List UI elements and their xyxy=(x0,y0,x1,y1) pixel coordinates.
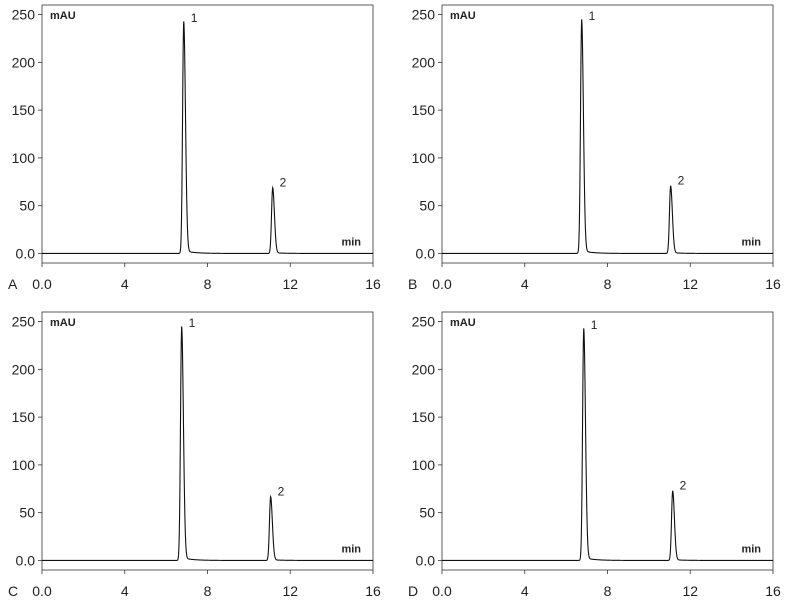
y-tick-label: 100 xyxy=(12,457,36,473)
x-axis-label: min xyxy=(741,236,761,248)
panel-label: A xyxy=(8,276,18,292)
x-tick-label: 12 xyxy=(682,583,698,599)
x-tick-label: 4 xyxy=(521,583,529,599)
y-tick-label: 150 xyxy=(12,409,36,425)
y-tick-label: 0.0 xyxy=(416,245,436,261)
x-tick-label: 0.0 xyxy=(32,583,52,599)
y-tick-label: 150 xyxy=(412,409,436,425)
x-tick-label: 8 xyxy=(204,583,212,599)
y-tick-label: 200 xyxy=(412,361,436,377)
x-axis-label: min xyxy=(341,543,361,555)
x-tick-label: 0.0 xyxy=(432,583,452,599)
x-tick-label: 16 xyxy=(365,276,381,292)
x-tick-label: 0.0 xyxy=(32,276,52,292)
x-axis-label: min xyxy=(341,236,361,248)
y-tick-label: 100 xyxy=(12,150,36,166)
chromatogram-trace xyxy=(442,328,773,561)
panel-label: B xyxy=(408,276,417,292)
y-axis-label: mAU xyxy=(50,317,76,329)
x-tick-label: 8 xyxy=(604,583,612,599)
y-tick-label: 0.0 xyxy=(416,552,436,568)
y-tick-label: 200 xyxy=(412,54,436,70)
x-tick-label: 8 xyxy=(204,276,212,292)
x-axis-label: min xyxy=(741,543,761,555)
x-tick-label: 12 xyxy=(282,276,298,292)
y-tick-label: 100 xyxy=(412,150,436,166)
x-tick-label: 12 xyxy=(282,583,298,599)
x-tick-label: 8 xyxy=(604,276,612,292)
y-tick-label: 0.0 xyxy=(16,245,36,261)
y-tick-label: 150 xyxy=(412,102,436,118)
x-tick-label: 16 xyxy=(765,583,781,599)
x-tick-label: 16 xyxy=(365,583,381,599)
peak-label: 1 xyxy=(591,318,598,332)
peak-label: 1 xyxy=(589,9,596,23)
plot-frame xyxy=(41,4,374,264)
plot-frame xyxy=(441,4,774,264)
panel-label: D xyxy=(408,583,418,599)
plot-frame xyxy=(441,311,774,571)
y-tick-label: 50 xyxy=(19,198,35,214)
y-tick-label: 250 xyxy=(412,7,436,23)
peak-label: 1 xyxy=(189,316,196,330)
y-tick-label: 250 xyxy=(12,7,36,23)
y-tick-label: 150 xyxy=(12,102,36,118)
y-tick-label: 0.0 xyxy=(16,552,36,568)
plot-frame xyxy=(41,311,374,571)
y-tick-label: 250 xyxy=(412,314,436,330)
peak-label: 1 xyxy=(191,11,198,25)
x-tick-label: 12 xyxy=(682,276,698,292)
x-tick-label: 4 xyxy=(521,276,529,292)
y-axis-label: mAU xyxy=(450,10,476,22)
y-tick-label: 100 xyxy=(412,457,436,473)
peak-label: 2 xyxy=(278,484,285,498)
peak-label: 2 xyxy=(280,175,287,189)
peak-label: 2 xyxy=(680,479,687,493)
peak-label: 2 xyxy=(678,174,685,188)
chromatogram-trace xyxy=(42,326,373,561)
y-tick-label: 200 xyxy=(12,54,36,70)
y-tick-label: 200 xyxy=(12,361,36,377)
chromatogram-trace xyxy=(442,19,773,254)
x-tick-label: 4 xyxy=(121,276,129,292)
panel-label: C xyxy=(8,583,18,599)
y-axis-label: mAU xyxy=(450,317,476,329)
y-tick-label: 50 xyxy=(19,505,35,521)
x-tick-label: 0.0 xyxy=(432,276,452,292)
x-tick-label: 4 xyxy=(121,583,129,599)
x-tick-label: 16 xyxy=(765,276,781,292)
y-tick-label: 50 xyxy=(419,505,435,521)
y-tick-label: 50 xyxy=(419,198,435,214)
y-axis-label: mAU xyxy=(50,10,76,22)
y-tick-label: 250 xyxy=(12,314,36,330)
chromatogram-trace xyxy=(42,21,373,254)
